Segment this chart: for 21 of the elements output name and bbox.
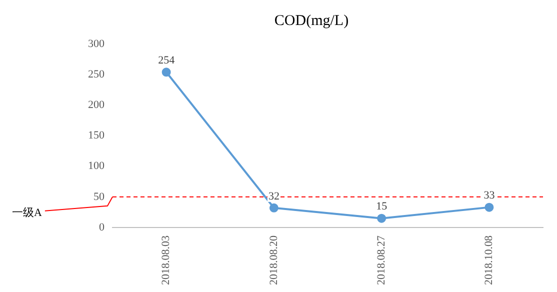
x-tick-label: 2018.08.03: [160, 235, 172, 285]
y-tick-label: 200: [88, 99, 105, 112]
y-tick-label: 300: [88, 38, 105, 50]
chart-title: COD(mg/L): [274, 12, 349, 29]
x-tick-label: 2018.08.20: [268, 235, 280, 285]
ref-line-label: 一级A: [12, 206, 42, 219]
y-tick-label: 0: [99, 221, 105, 234]
point: [377, 214, 386, 223]
point: [269, 203, 278, 212]
x-tick-label: 2018.08.27: [375, 235, 388, 285]
y-tick-label: 100: [88, 160, 105, 172]
y-tick-label: 150: [88, 130, 105, 142]
data-label: 33: [484, 190, 496, 202]
data-label: 15: [376, 200, 388, 213]
y-tick-label: 50: [94, 190, 105, 203]
y-tick-label: 250: [88, 68, 105, 80]
point: [162, 68, 171, 77]
data-label: 254: [158, 54, 176, 67]
x-tick-label: 2018.10.08: [483, 235, 496, 285]
data-label: 32: [268, 190, 280, 202]
point: [484, 202, 494, 212]
